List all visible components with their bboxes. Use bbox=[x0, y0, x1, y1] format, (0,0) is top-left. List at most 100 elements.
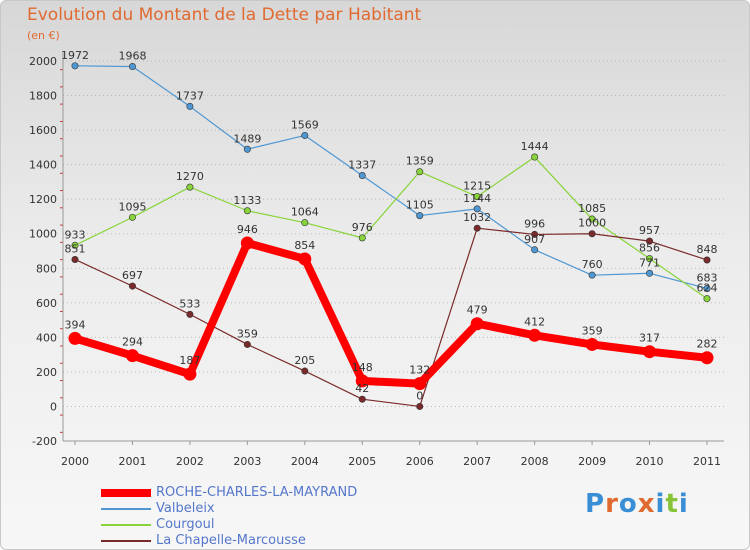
data-point bbox=[183, 367, 197, 381]
data-label: 976 bbox=[352, 221, 373, 234]
data-point bbox=[301, 131, 309, 139]
data-label: 1064 bbox=[291, 206, 319, 219]
data-label: 1133 bbox=[233, 194, 261, 207]
data-point bbox=[128, 213, 136, 221]
data-point bbox=[358, 172, 366, 180]
data-point bbox=[585, 337, 599, 351]
data-point bbox=[588, 230, 596, 238]
data-point bbox=[700, 351, 714, 365]
data-point bbox=[416, 212, 424, 220]
data-label: 317 bbox=[639, 332, 660, 345]
data-label: 359 bbox=[237, 327, 258, 340]
data-label: 1489 bbox=[233, 132, 261, 145]
data-label: 1569 bbox=[291, 118, 319, 131]
x-tick-label: 2001 bbox=[118, 455, 146, 468]
data-point bbox=[473, 205, 481, 213]
x-tick-label: 2004 bbox=[291, 455, 319, 468]
legend-swatch bbox=[101, 489, 151, 497]
legend-label: Valbeleix bbox=[156, 501, 215, 516]
data-label: 205 bbox=[294, 354, 315, 367]
y-unit-label: (en €) bbox=[27, 29, 60, 42]
data-point bbox=[298, 252, 312, 266]
data-point bbox=[243, 340, 251, 348]
data-point bbox=[473, 193, 481, 201]
data-point bbox=[470, 317, 484, 331]
x-tick-label: 2003 bbox=[233, 455, 261, 468]
x-tick-label: 2000 bbox=[61, 455, 89, 468]
y-tick-label: 1800 bbox=[29, 90, 57, 103]
series-line-2 bbox=[74, 156, 708, 300]
y-tick-label: 200 bbox=[36, 366, 57, 379]
x-tick-label: 2002 bbox=[176, 455, 204, 468]
y-tick-label: 600 bbox=[36, 297, 57, 310]
data-point bbox=[71, 62, 79, 70]
data-label: 1095 bbox=[118, 200, 146, 213]
data-label: 42 bbox=[355, 382, 369, 395]
x-tick-label: 2008 bbox=[521, 455, 549, 468]
data-point bbox=[703, 256, 711, 264]
data-label: 933 bbox=[65, 228, 86, 241]
data-label: 851 bbox=[65, 242, 86, 255]
data-label: 996 bbox=[524, 217, 545, 230]
data-point bbox=[301, 367, 309, 375]
data-point bbox=[703, 284, 711, 292]
data-point bbox=[531, 153, 539, 161]
data-point bbox=[128, 63, 136, 71]
series-line-3 bbox=[74, 227, 708, 408]
data-point bbox=[416, 402, 424, 410]
data-label: 282 bbox=[697, 338, 718, 351]
data-label: 683 bbox=[697, 271, 718, 284]
data-point bbox=[128, 282, 136, 290]
data-label: 394 bbox=[65, 318, 86, 331]
data-label: 359 bbox=[582, 324, 603, 337]
data-label: 1000 bbox=[578, 217, 606, 230]
series-layer bbox=[68, 62, 714, 410]
data-point bbox=[243, 207, 251, 215]
data-label: 1968 bbox=[118, 50, 146, 63]
legend-label: Courgoul bbox=[156, 517, 215, 532]
x-tick-label: 2005 bbox=[348, 455, 376, 468]
data-label: 1337 bbox=[348, 159, 376, 172]
data-point bbox=[588, 215, 596, 223]
data-point bbox=[413, 377, 427, 391]
data-label: 946 bbox=[237, 223, 258, 236]
data-label: 1215 bbox=[463, 180, 491, 193]
data-label: 760 bbox=[582, 258, 603, 271]
y-tick-label: 1600 bbox=[29, 124, 57, 137]
series-line-0 bbox=[71, 239, 711, 388]
legend-swatch bbox=[101, 540, 151, 542]
data-point bbox=[186, 310, 194, 318]
data-point bbox=[186, 183, 194, 191]
y-tick-label: 400 bbox=[36, 331, 57, 344]
axes: -200 0 200 400 600 800 1000 1200 1400 1600 1800 200… bbox=[29, 53, 724, 468]
x-tick-label: 2009 bbox=[578, 455, 606, 468]
y-tick-label: 1200 bbox=[29, 193, 57, 206]
y-tick-label: 0 bbox=[50, 400, 57, 413]
chart-title: Evolution du Montant de la Dette par Hab… bbox=[27, 5, 422, 25]
legend-label: ROCHE-CHARLES-LA-MAYRAND bbox=[156, 485, 358, 500]
legend-swatch bbox=[101, 508, 151, 510]
y-tick-label: 1400 bbox=[29, 159, 57, 172]
data-label: 697 bbox=[122, 269, 143, 282]
legend-label: La Chapelle-Marcousse bbox=[156, 533, 306, 548]
data-label: 1105 bbox=[406, 199, 434, 212]
data-point bbox=[358, 395, 366, 403]
series-line-1 bbox=[74, 65, 708, 290]
data-point bbox=[531, 246, 539, 254]
data-point bbox=[473, 224, 481, 232]
x-tick-label: 2010 bbox=[636, 455, 664, 468]
data-label: 1085 bbox=[578, 202, 606, 215]
data-label: 1972 bbox=[61, 49, 89, 62]
data-label: 533 bbox=[179, 297, 200, 310]
data-point bbox=[416, 168, 424, 176]
data-point bbox=[71, 255, 79, 263]
data-label: 1270 bbox=[176, 170, 204, 183]
data-label: 412 bbox=[524, 315, 545, 328]
data-point bbox=[643, 345, 657, 359]
data-point bbox=[703, 295, 711, 303]
y-tick-label: -200 bbox=[32, 435, 57, 448]
data-point bbox=[243, 145, 251, 153]
data-point bbox=[588, 271, 596, 279]
